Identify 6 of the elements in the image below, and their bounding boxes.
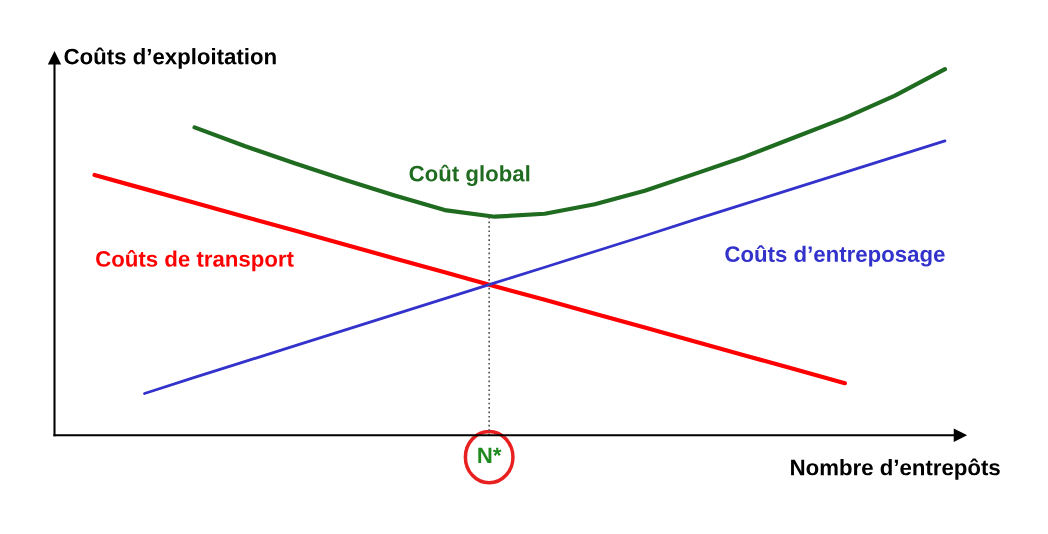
x-axis-title: Nombre d’entrepôts [791,458,1000,480]
series-label: Coûts de transport [96,250,294,272]
text: N* [478,447,502,463]
series-label: Coûts d’entreposage [725,245,945,267]
series-label: Coût global [409,164,530,186]
y-axis-title: Coûts d’exploitation [64,47,276,69]
